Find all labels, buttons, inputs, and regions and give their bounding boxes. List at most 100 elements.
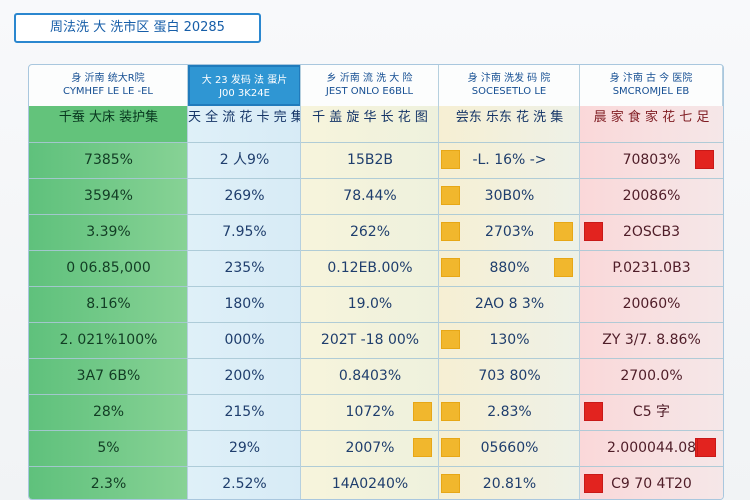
data-table: 身 沂南 统大R院 CYMHEF LE LE -EL 大 23 发码 法 蛋片 J00… bbox=[28, 64, 724, 500]
table-cell: 215% bbox=[224, 404, 265, 420]
yellow-status-marker bbox=[554, 222, 573, 241]
table-cell: 000% bbox=[224, 332, 265, 348]
chart-title: 周法洗 大 洗市区 蛋白 20285 bbox=[14, 13, 261, 43]
yellow-status-marker bbox=[441, 330, 460, 349]
table-cell: 3A7 6B% bbox=[76, 368, 141, 384]
row-divider bbox=[29, 322, 723, 323]
yellow-status-marker bbox=[413, 402, 432, 421]
table-cell: 0 06.85,000 bbox=[66, 260, 151, 276]
table-cell: 15B2B bbox=[347, 152, 393, 168]
column-header-subtitle: J00 3K24E bbox=[219, 88, 270, 99]
yellow-status-marker bbox=[441, 474, 460, 493]
table-cell: 2007% bbox=[345, 440, 395, 456]
column-group-label: 晨 家 食 家 花 七 足 bbox=[593, 110, 710, 125]
table-cell: 2.83% bbox=[487, 404, 532, 420]
table-header-row: 身 沂南 统大R院 CYMHEF LE LE -EL 大 23 发码 法 蛋片 J00… bbox=[29, 65, 723, 106]
table-cell: 2 人9% bbox=[219, 152, 270, 168]
table-cell: 19.0% bbox=[347, 296, 393, 312]
red-status-marker bbox=[695, 150, 714, 169]
column-header-title: 乡 沂南 流 洗 大 险 bbox=[326, 73, 413, 84]
column-header-subtitle: JEST ONLO E6BLL bbox=[325, 86, 414, 97]
table-cell: 29% bbox=[228, 440, 261, 456]
row-divider bbox=[29, 286, 723, 287]
column-divider bbox=[187, 65, 188, 499]
table-cell: 2.52% bbox=[222, 476, 267, 492]
column-background-2 bbox=[188, 106, 301, 499]
red-status-marker bbox=[584, 474, 603, 493]
yellow-status-marker bbox=[441, 186, 460, 205]
table-cell: C5 字 bbox=[632, 404, 671, 420]
yellow-status-marker bbox=[441, 222, 460, 241]
table-cell: 2700.0% bbox=[620, 368, 683, 384]
table-cell: 20060% bbox=[622, 296, 681, 312]
red-status-marker bbox=[584, 402, 603, 421]
table-cell: 70803% bbox=[622, 152, 681, 168]
column-background-1 bbox=[29, 106, 188, 499]
column-header-subtitle: SOCESETLO LE bbox=[471, 86, 547, 97]
row-divider bbox=[29, 214, 723, 215]
table-cell: 8.16% bbox=[86, 296, 131, 312]
column-group-label: 尝东 乐东 花 洗 集 bbox=[455, 110, 564, 125]
column-header-title: 身 汴南 古 今 医院 bbox=[609, 73, 693, 84]
row-divider bbox=[29, 142, 723, 143]
table-cell: 0.12EB.00% bbox=[327, 260, 413, 276]
table-cell: 269% bbox=[224, 188, 265, 204]
yellow-status-marker bbox=[441, 402, 460, 421]
column-divider bbox=[579, 65, 580, 499]
table-cell: 130% bbox=[489, 332, 530, 348]
yellow-status-marker bbox=[441, 150, 460, 169]
table-body: 千蚕 大床 装护集天 全 流 花 卡 完 集千 盖 旋 华 长 花 图 尝东 乐东… bbox=[29, 106, 723, 499]
table-cell: 3.39% bbox=[86, 224, 131, 240]
yellow-status-marker bbox=[413, 438, 432, 457]
table-cell: 5% bbox=[97, 440, 120, 456]
table-cell: 7385% bbox=[84, 152, 133, 168]
table-cell: 880% bbox=[489, 260, 530, 276]
column-header-title: 大 23 发码 法 蛋片 bbox=[201, 75, 288, 86]
table-cell: 703 80% bbox=[478, 368, 541, 384]
table-cell: 2703% bbox=[485, 224, 534, 240]
table-cell: -L. 16% -> bbox=[472, 152, 547, 168]
yellow-status-marker bbox=[441, 258, 460, 277]
table-cell: 7.95% bbox=[222, 224, 267, 240]
table-cell: 3594% bbox=[84, 188, 133, 204]
table-cell: 2OSCB3 bbox=[622, 224, 681, 240]
column-background-4 bbox=[439, 106, 580, 499]
table-cell: 28% bbox=[92, 404, 125, 420]
row-divider bbox=[29, 394, 723, 395]
table-cell: 200% bbox=[224, 368, 265, 384]
column-divider bbox=[438, 65, 439, 499]
table-cell: 2.3% bbox=[90, 476, 127, 492]
table-cell: 05660% bbox=[480, 440, 539, 456]
row-divider bbox=[29, 250, 723, 251]
table-cell: 1072% bbox=[345, 404, 395, 420]
table-cell: 202T -18 00% bbox=[320, 332, 420, 348]
column-group-label: 千蚕 大床 装护集 bbox=[29, 106, 188, 142]
yellow-status-marker bbox=[441, 438, 460, 457]
table-cell: 2AO 8 3% bbox=[474, 296, 545, 312]
column-header-subtitle: CYMHEF LE LE -EL bbox=[63, 86, 153, 97]
column-group-label: 千 盖 旋 华 长 花 图 bbox=[312, 110, 428, 125]
table-cell: C9 70 4T20 bbox=[611, 476, 692, 492]
table-cell: 235% bbox=[224, 260, 265, 276]
table-cell: 0.8403% bbox=[338, 368, 402, 384]
table-cell: 20.81% bbox=[482, 476, 537, 492]
table-cell: 262% bbox=[349, 224, 391, 240]
table-cell: 20086% bbox=[622, 188, 681, 204]
column-header-title: 身 沂南 统大R院 bbox=[71, 73, 145, 84]
column-background-5 bbox=[580, 106, 723, 499]
red-status-marker bbox=[697, 438, 716, 457]
row-divider bbox=[29, 358, 723, 359]
table-cell: 2.000044.08 bbox=[606, 440, 697, 456]
column-background-3 bbox=[301, 106, 439, 499]
column-header-subtitle: SMCROMJEL EB bbox=[612, 86, 690, 97]
table-cell: P.0231.0B3 bbox=[612, 260, 691, 276]
table-cell: ZY 3/7. 8.86% bbox=[602, 332, 701, 348]
column-header-3: 乡 沂南 流 洗 大 险 JEST ONLO E6BLL bbox=[301, 65, 439, 106]
table-cell: 78.44% bbox=[343, 188, 397, 204]
row-divider bbox=[29, 178, 723, 179]
red-status-marker bbox=[584, 222, 603, 241]
column-header-1: 身 沂南 统大R院 CYMHEF LE LE -EL bbox=[29, 65, 188, 106]
column-header-5: 身 汴南 古 今 医院 SMCROMJEL EB bbox=[580, 65, 723, 106]
column-header-2: 大 23 发码 法 蛋片 J00 3K24E bbox=[188, 65, 301, 106]
